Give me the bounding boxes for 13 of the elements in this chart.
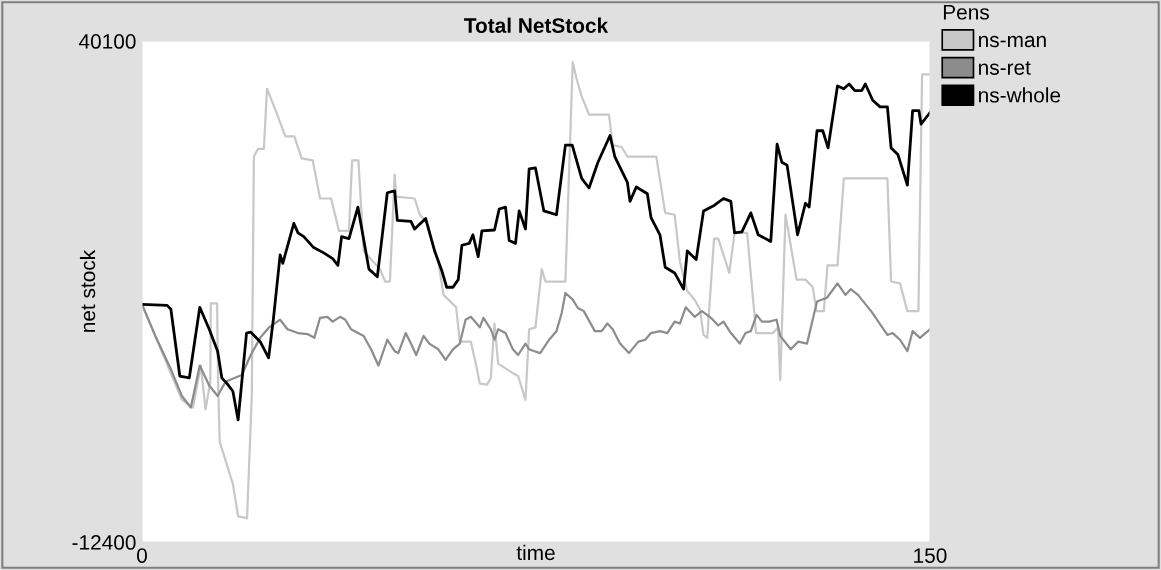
y-tick-label: 40100	[78, 34, 136, 49]
y-tick-label: -12400	[72, 535, 136, 550]
x-axis-title: time	[516, 544, 555, 561]
x-tick-label: 0	[137, 548, 147, 563]
legend-label: ns-ret	[979, 61, 1031, 75]
legend-label: ns-man	[979, 35, 1046, 48]
legend-title: Pens	[943, 5, 989, 20]
chart-title: Total NetStock	[464, 17, 609, 33]
x-tick-label: 150	[914, 548, 947, 563]
line-series	[141, 282, 930, 409]
legend-label: ns-whole	[979, 87, 1061, 103]
y-axis-title: net stock	[79, 249, 96, 332]
line-series	[141, 82, 930, 422]
